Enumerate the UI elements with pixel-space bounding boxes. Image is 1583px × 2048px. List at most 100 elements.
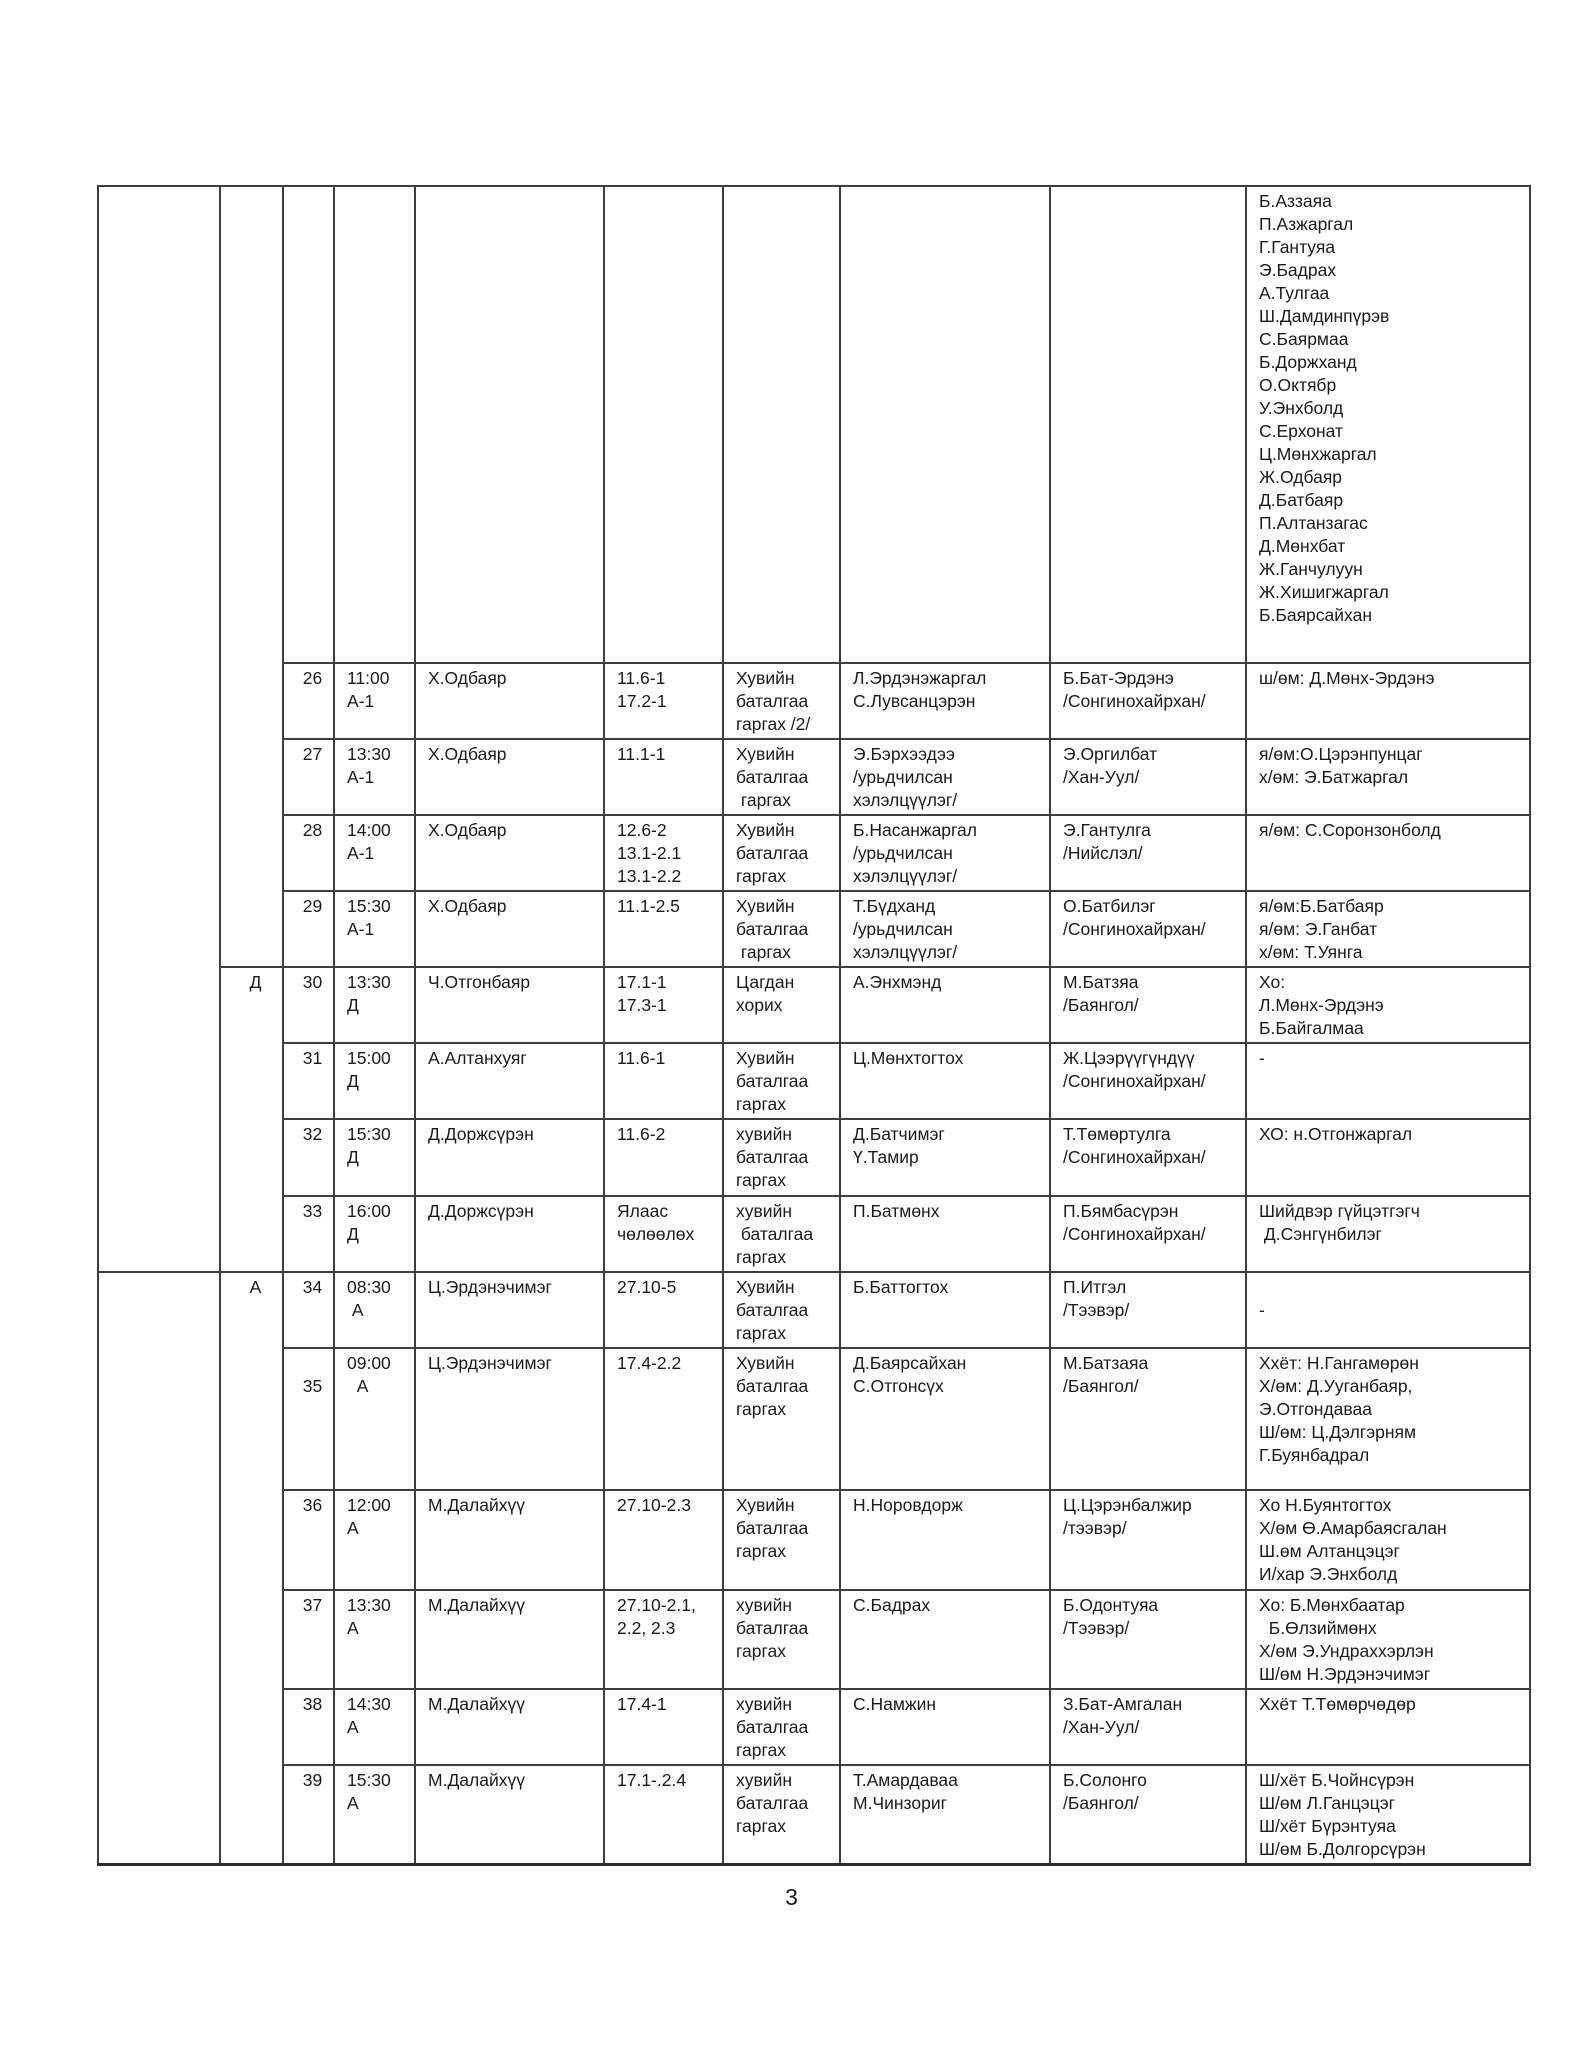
row-31-notes: - (1245, 1042, 1531, 1120)
row-26-persons: Л.Эрдэнэжаргал С.Лувсанцэрэн (839, 662, 1051, 740)
row-39-time: 15:30 А (333, 1764, 416, 1866)
row-34-prosecutor: П.Итгэл /Тээвэр/ (1049, 1271, 1247, 1349)
continuation-number-cell (282, 185, 335, 664)
row-35-persons: Д.Баярсайхан С.Отгонсүх (839, 1347, 1051, 1491)
row-39-case: 17.1-.2.4 (603, 1764, 724, 1866)
group-label-a: А (219, 1271, 284, 1866)
row-32-persons: Д.Батчимэг Ү.Тамир (839, 1118, 1051, 1197)
group-cell-a1 (219, 185, 284, 968)
row-35-action: Хувийн баталгаа гаргах (722, 1347, 841, 1491)
row-36-time: 12:00 А (333, 1489, 416, 1591)
table-row: 38 14:30 А М.Далайхүү 17.4-1 хувийн бата… (98, 1688, 1531, 1766)
row-32-time: 15:30 Д (333, 1118, 416, 1197)
row-35-prosecutor: М.Батзаяа /Баянгол/ (1049, 1347, 1247, 1491)
row-26-notes: ш/өм: Д.Мөнх-Эрдэнэ (1245, 662, 1531, 740)
table-row: 39 15:30 А М.Далайхүү 17.1-.2.4 хувийн б… (98, 1764, 1531, 1866)
row-39-judge: М.Далайхүү (414, 1764, 605, 1866)
row-30-persons: А.Энхмэнд (839, 966, 1051, 1044)
row-39-persons: Т.Амардаваа М.Чинзориг (839, 1764, 1051, 1866)
row-32-case: 11.6-2 (603, 1118, 724, 1197)
row-30-action: Цагдан хорих (722, 966, 841, 1044)
row-28-time: 14:00 А-1 (333, 814, 416, 892)
continuation-prosecutor-cell (1049, 185, 1247, 664)
row-26-time: 11:00 А-1 (333, 662, 416, 740)
table-row: Д 30 13:30 Д Ч.Отгонбаяр 17.1-1 17.3-1 Ц… (98, 966, 1531, 1273)
row-34-case: 27.10-5 (603, 1271, 724, 1349)
row-32-number: 32 (282, 1118, 335, 1197)
row-35-judge: Ц.Эрдэнэчимэг (414, 1347, 605, 1491)
continuation-case-cell (603, 185, 724, 664)
row-39-number: 39 (282, 1764, 335, 1866)
row-33-case: Ялаас чөлөөлөх (603, 1195, 724, 1273)
row-39-action: хувийн баталгаа гаргах (722, 1764, 841, 1866)
row-31-case: 11.6-1 (603, 1042, 724, 1120)
row-37-time: 13:30 А (333, 1589, 416, 1690)
row-28-case: 12.6-2 13.1-2.1 13.1-2.2 (603, 814, 724, 892)
row-28-judge: Х.Одбаяр (414, 814, 605, 892)
row-37-prosecutor: Б.Одонтуяа /Тээвэр/ (1049, 1589, 1247, 1690)
table-row: 33 16:00 Д Д.Доржсүрэн Ялаас чөлөөлөх ху… (98, 1195, 1531, 1273)
outer-group-cell-lower (97, 1271, 221, 1866)
row-36-case: 27.10-2.3 (603, 1489, 724, 1591)
continuation-judge-cell (414, 185, 605, 664)
row-33-persons: П.Батмөнх (839, 1195, 1051, 1273)
row-31-action: Хувийн баталгаа гаргах (722, 1042, 841, 1120)
row-28-prosecutor: Э.Гантулга /Нийслэл/ (1049, 814, 1247, 892)
table-row: А 34 08:30 А Ц.Эрдэнэчимэг 27.10-5 Хувий… (97, 1271, 1531, 1866)
row-37-case: 27.10-2.1, 2.2, 2.3 (603, 1589, 724, 1690)
row-36-judge: М.Далайхүү (414, 1489, 605, 1591)
continuation-time-cell (333, 185, 416, 664)
row-29-case: 11.1-2.5 (603, 890, 724, 968)
page-number: 3 (785, 1884, 798, 1910)
court-schedule-table: Б.Аззаяа П.Азжаргал Г.Гантуяа Э.Бадрах А… (97, 185, 1531, 1866)
row-35-time: 09:00 А (333, 1347, 416, 1491)
row-36-notes: Хо Н.Буянтогтох Х/өм Ө.Амарбаясгалан Ш.ө… (1245, 1489, 1531, 1591)
row-32-judge: Д.Доржсүрэн (414, 1118, 605, 1197)
row-27-prosecutor: Э.Оргилбат /Хан-Уул/ (1049, 738, 1247, 816)
row-33-number: 33 (282, 1195, 335, 1273)
row-35-notes: Ххёт: Н.Гангамөрөн Х/өм: Д.Ууганбаяр, Э.… (1245, 1347, 1531, 1491)
row-31-judge: А.Алтанхуяг (414, 1042, 605, 1120)
table-row: 28 14:00 А-1 Х.Одбаяр 12.6-2 13.1-2.1 13… (98, 814, 1531, 892)
row-38-case: 17.4-1 (603, 1688, 724, 1766)
continuation-action-cell (722, 185, 841, 664)
row-27-case: 11.1-1 (603, 738, 724, 816)
row-29-judge: Х.Одбаяр (414, 890, 605, 968)
row-27-judge: Х.Одбаяр (414, 738, 605, 816)
row-26-judge: Х.Одбаяр (414, 662, 605, 740)
row-33-notes: Шийдвэр гүйцэтгэгч Д.Сэнгүнбилэг (1245, 1195, 1531, 1273)
row-31-persons: Ц.Мөнхтогтох (839, 1042, 1051, 1120)
table-row: 36 12:00 А М.Далайхүү 27.10-2.3 Хувийн б… (98, 1489, 1531, 1591)
table-row: 29 15:30 А-1 Х.Одбаяр 11.1-2.5 Хувийн ба… (98, 890, 1531, 968)
row-28-notes: я/өм: С.Соронзонболд (1245, 814, 1531, 892)
row-36-number: 36 (282, 1489, 335, 1591)
row-33-time: 16:00 Д (333, 1195, 416, 1273)
row-26-number: 26 (282, 662, 335, 740)
row-37-persons: С.Бадрах (839, 1589, 1051, 1690)
row-38-action: хувийн баталгаа гаргах (722, 1688, 841, 1766)
row-27-notes: я/өм:О.Цэрэнпунцаг х/өм: Э.Батжаргал (1245, 738, 1531, 816)
row-34-notes: - (1245, 1271, 1531, 1349)
continuation-persons-cell (839, 185, 1051, 664)
row-30-case: 17.1-1 17.3-1 (603, 966, 724, 1044)
row-37-number: 37 (282, 1589, 335, 1690)
row-28-persons: Б.Насанжаргал /урьдчилсан хэлэлцүүлэг/ (839, 814, 1051, 892)
row-32-action: хувийн баталгаа гаргах (722, 1118, 841, 1197)
group-label-d: Д (219, 966, 284, 1273)
row-26-action: Хувийн баталгаа гаргах /2/ (722, 662, 841, 740)
row-29-number: 29 (282, 890, 335, 968)
row-38-prosecutor: З.Бат-Амгалан /Хан-Уул/ (1049, 1688, 1247, 1766)
row-31-time: 15:00 Д (333, 1042, 416, 1120)
row-27-number: 27 (282, 738, 335, 816)
row-30-judge: Ч.Отгонбаяр (414, 966, 605, 1044)
row-37-action: хувийн баталгаа гаргах (722, 1589, 841, 1690)
row-38-persons: С.Намжин (839, 1688, 1051, 1766)
row-29-time: 15:30 А-1 (333, 890, 416, 968)
table-row: 31 15:00 Д А.Алтанхуяг 11.6-1 Хувийн бат… (98, 1042, 1531, 1120)
row-28-number: 28 (282, 814, 335, 892)
row-30-prosecutor: М.Батзяа /Баянгол/ (1049, 966, 1247, 1044)
row-32-prosecutor: Т.Төмөртулга /Сонгинохайрхан/ (1049, 1118, 1247, 1197)
row-34-persons: Б.Баттогтох (839, 1271, 1051, 1349)
row-37-notes: Хо: Б.Мөнхбаатар Б.Өлзиймөнх Х/өм Э.Ундр… (1245, 1589, 1531, 1690)
